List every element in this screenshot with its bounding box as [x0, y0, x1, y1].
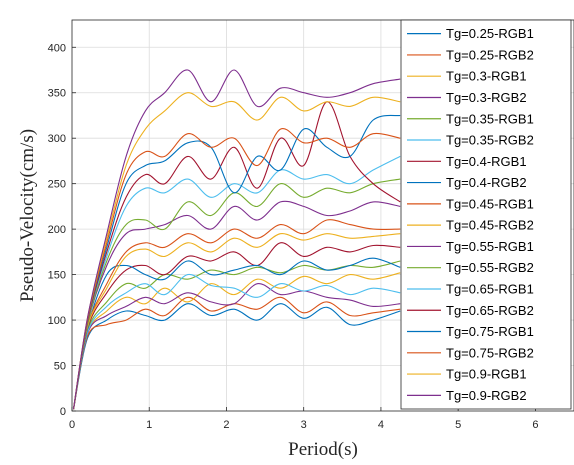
legend-label-13: Tg=0.65-RGB2	[446, 303, 534, 318]
legend-label-8: Tg=0.45-RGB1	[446, 196, 534, 211]
y-tick-label-8: 400	[48, 42, 66, 54]
series-line-8	[72, 219, 401, 410]
legend-label-0: Tg=0.25-RGB1	[446, 26, 534, 41]
x-tick-label-1: 1	[146, 419, 152, 431]
series-line-3	[72, 283, 401, 410]
y-tick-label-6: 300	[48, 133, 66, 145]
series-line-17	[72, 69, 401, 410]
y-tick-label-0: 0	[60, 406, 66, 418]
legend-label-12: Tg=0.65-RGB1	[446, 281, 534, 296]
y-tick-label-2: 100	[48, 315, 66, 327]
legend-label-17: Tg=0.9-RGB2	[446, 388, 527, 403]
x-tick-label-3: 3	[301, 419, 307, 431]
x-tick-label-6: 6	[532, 419, 538, 431]
x-tick-label-4: 4	[378, 419, 384, 431]
axes-frame	[71, 19, 574, 412]
series-line-6	[72, 242, 401, 410]
y-tick-label-1: 50	[54, 361, 66, 373]
x-tick-label-2: 2	[223, 419, 229, 431]
legend-label-5: Tg=0.35-RGB2	[446, 133, 534, 148]
series-line-11	[72, 178, 401, 410]
legend-label-16: Tg=0.9-RGB1	[446, 367, 527, 382]
y-tick-label-4: 200	[48, 224, 66, 236]
legend-label-7: Tg=0.4-RGB2	[446, 175, 527, 190]
series-line-2	[72, 272, 401, 410]
series-line-13	[72, 101, 401, 410]
legend-box	[400, 19, 572, 410]
y-axis-label: Pseudo-Velocity(cm/s)	[17, 129, 38, 302]
legend-label-4: Tg=0.35-RGB1	[446, 111, 534, 126]
y-tick-label-5: 250	[48, 179, 66, 191]
y-tick-label-7: 350	[48, 88, 66, 100]
x-axis-label: Period(s)	[288, 439, 358, 460]
legend-label-15: Tg=0.75-RGB2	[446, 345, 534, 360]
legend-label-2: Tg=0.3-RGB1	[446, 69, 527, 84]
series-line-12	[72, 155, 401, 410]
legend-label-11: Tg=0.55-RGB2	[446, 260, 534, 275]
series-line-9	[72, 233, 401, 410]
series-line-15	[72, 127, 401, 410]
legend-label-14: Tg=0.75-RGB1	[446, 324, 534, 339]
y-tick-label-3: 150	[48, 270, 66, 282]
legend-label-3: Tg=0.3-RGB2	[446, 90, 527, 105]
series-line-5	[72, 273, 401, 410]
legend: Tg=0.25-RGB1 Tg=0.25-RGB2 Tg=0.3-RGB1 Tg=0.…	[400, 19, 572, 410]
series-line-0	[72, 303, 401, 410]
series-line-7	[72, 257, 401, 410]
series-line-14	[72, 114, 401, 410]
legend-label-6: Tg=0.4-RGB1	[446, 154, 527, 169]
legend-label-10: Tg=0.55-RGB1	[446, 239, 534, 254]
x-tick-label-5: 5	[455, 419, 461, 431]
series-line-4	[72, 260, 401, 410]
series-layer	[72, 69, 401, 410]
legend-label-1: Tg=0.25-RGB2	[446, 47, 534, 62]
series-line-1	[72, 296, 401, 410]
tick-marks	[71, 46, 536, 412]
series-line-16	[72, 92, 401, 410]
x-tick-label-0: 0	[69, 419, 75, 431]
tick-labels: 0 1 2 3 4 5 6 0 50 100 150 200 250 300 350 400	[48, 42, 539, 431]
legend-label-9: Tg=0.45-RGB2	[446, 218, 534, 233]
series-line-10	[72, 200, 401, 410]
